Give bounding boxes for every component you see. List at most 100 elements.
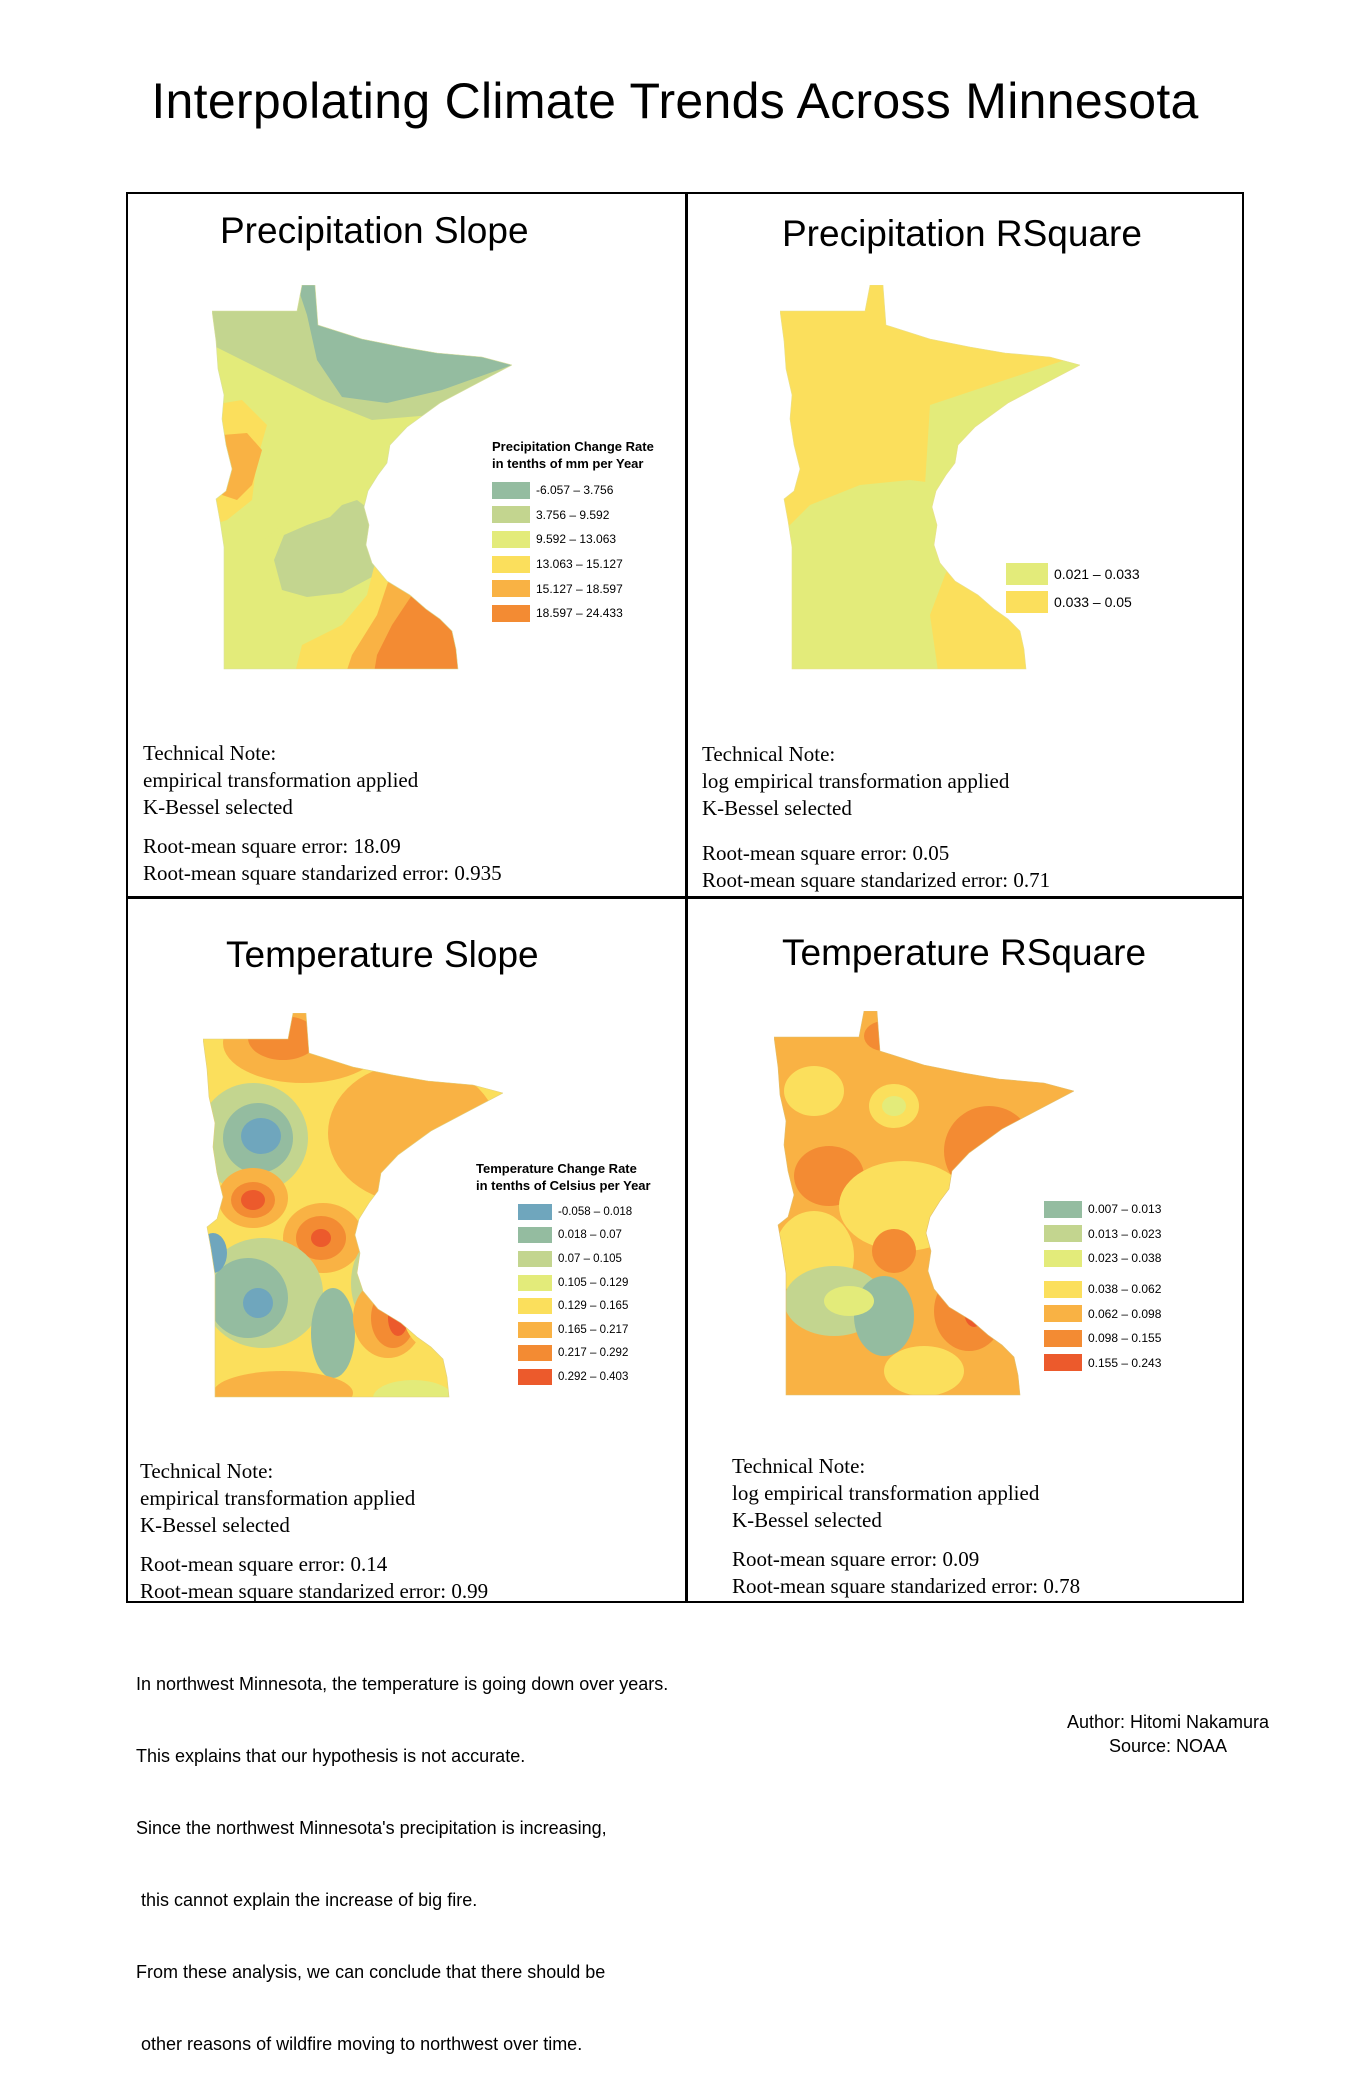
legend-item: -6.057 – 3.756 <box>492 478 654 503</box>
legend-swatch <box>1044 1354 1082 1372</box>
legend-label: 0.033 – 0.05 <box>1054 594 1132 610</box>
map-title: Interpolating Climate Trends Across Minn… <box>151 73 1199 129</box>
legend-item: 0.165 – 0.217 <box>518 1318 651 1342</box>
legend-label: 0.018 – 0.07 <box>558 1229 622 1242</box>
temp-slope-title: Temperature Slope <box>226 934 539 975</box>
legend-item: 13.063 – 15.127 <box>492 552 654 577</box>
legend-title: Precipitation Change Rate <box>492 439 654 454</box>
legend-swatch <box>518 1203 552 1220</box>
conclusion-line: other reasons of wildfire moving to nort… <box>136 2034 583 2054</box>
legend-subtitle: in tenths of mm per Year <box>492 456 644 471</box>
legend-item: 15.127 – 18.597 <box>492 576 654 601</box>
legend-item: 9.592 – 13.063 <box>492 527 654 552</box>
legend-item: 0.155 – 0.243 <box>1044 1351 1161 1376</box>
legend-label: 0.098 – 0.155 <box>1088 1331 1162 1346</box>
note-kernel: K-Bessel selected <box>732 1508 882 1532</box>
note-rmsse: Root-mean square standarized error: 0.93… <box>143 861 502 885</box>
conclusion-line: From these analysis, we can conclude tha… <box>136 1962 606 1982</box>
note-heading: Technical Note: <box>143 741 277 765</box>
conclusion-line: In northwest Minnesota, the temperature … <box>136 1674 669 1694</box>
conclusion-line: this cannot explain the increase of big … <box>136 1890 478 1910</box>
legend-item: -0.058 – 0.018 <box>518 1200 651 1224</box>
legend-item: 0.129 – 0.165 <box>518 1294 651 1318</box>
spacer <box>732 1534 1080 1546</box>
legend-label: 3.756 – 9.592 <box>536 507 610 522</box>
legend-swatch <box>518 1368 552 1385</box>
legend-label: 0.165 – 0.217 <box>558 1323 629 1336</box>
note-rmse: Root-mean square error: 18.09 <box>143 834 401 858</box>
legend-item: 0.217 – 0.292 <box>518 1342 651 1366</box>
note-kernel: K-Bessel selected <box>140 1513 290 1537</box>
legend-label: 0.007 – 0.013 <box>1088 1202 1162 1217</box>
conclusion-line: This explains that our hypothesis is not… <box>136 1746 526 1766</box>
legend-item: 0.033 – 0.05 <box>1006 588 1140 616</box>
legend-item: 0.07 – 0.105 <box>518 1247 651 1271</box>
legend-label: 0.023 – 0.038 <box>1088 1251 1162 1266</box>
spacer <box>140 1539 488 1551</box>
spacer <box>702 822 1050 840</box>
precip-rsquare-note: Technical Note: log empirical transforma… <box>702 741 1050 894</box>
legend-label: 0.013 – 0.023 <box>1088 1226 1162 1241</box>
legend-label: 18.597 – 24.433 <box>536 606 623 621</box>
legend-label: -6.057 – 3.756 <box>536 483 614 498</box>
legend-item: 0.018 – 0.07 <box>518 1224 651 1248</box>
legend-swatch <box>1044 1329 1082 1347</box>
note-rmse: Root-mean square error: 0.09 <box>732 1547 980 1571</box>
legend-swatch <box>518 1274 552 1291</box>
spacer <box>143 821 502 833</box>
legend-swatch <box>1044 1280 1082 1298</box>
precip-slope-note: Technical Note: empirical transformation… <box>143 740 502 887</box>
note-rmsse: Root-mean square standarized error: 0.78 <box>732 1574 1081 1598</box>
legend-label: 0.105 – 0.129 <box>558 1276 629 1289</box>
note-heading: Technical Note: <box>140 1459 274 1483</box>
legend-label: 0.021 – 0.033 <box>1054 566 1140 582</box>
note-heading: Technical Note: <box>732 1454 866 1478</box>
note-transform: log empirical transformation applied <box>702 769 1010 793</box>
legend-item: 0.105 – 0.129 <box>518 1271 651 1295</box>
legend-swatch <box>492 604 530 622</box>
temp-slope-legend: Temperature Change Rate in tenths of Cel… <box>476 1160 651 1389</box>
legend-items: -0.058 – 0.018 0.018 – 0.07 0.07 – 0.105 0.… <box>518 1200 651 1389</box>
note-transform: empirical transformation applied <box>143 768 419 792</box>
legend-swatch <box>518 1298 552 1315</box>
legend-label: 15.127 – 18.597 <box>536 581 623 596</box>
legend-item: 0.292 – 0.403 <box>518 1365 651 1389</box>
temp-rsquare-note: Technical Note: log empirical transforma… <box>732 1453 1080 1600</box>
legend-swatch <box>492 580 530 598</box>
legend-swatch <box>518 1227 552 1244</box>
legend-swatch <box>492 555 530 573</box>
precip-rsquare-map <box>780 285 1080 670</box>
legend-swatch <box>492 506 530 524</box>
legend-label: 13.063 – 15.127 <box>536 557 623 572</box>
legend-label: 0.129 – 0.165 <box>558 1300 629 1313</box>
legend-swatch <box>518 1250 552 1267</box>
legend-item: 0.007 – 0.013 <box>1044 1197 1161 1222</box>
note-kernel: K-Bessel selected <box>143 795 293 819</box>
legend-swatch <box>1006 591 1048 613</box>
precip-rsquare-title: Precipitation RSquare <box>782 213 1142 254</box>
legend-subtitle: in tenths of Celsius per Year <box>476 1178 651 1193</box>
note-rmse: Root-mean square error: 0.14 <box>140 1552 388 1576</box>
legend-item: 3.756 – 9.592 <box>492 503 654 528</box>
legend-item: 0.038 – 0.062 <box>1044 1277 1161 1302</box>
legend-swatch <box>492 481 530 499</box>
note-kernel: K-Bessel selected <box>702 796 852 820</box>
temp-slope-note: Technical Note: empirical transformation… <box>140 1458 488 1605</box>
legend-title: Temperature Change Rate <box>476 1161 637 1176</box>
temp-rsquare-legend: 0.007 – 0.013 0.013 – 0.023 0.023 – 0.038 0… <box>1044 1197 1161 1375</box>
credits: Author: Hitomi Nakamura Source: NOAA <box>1048 1710 1288 1758</box>
note-rmsse: Root-mean square standarized error: 0.99 <box>140 1579 489 1603</box>
source-credit: Source: NOAA <box>1108 1736 1228 1756</box>
legend-swatch <box>518 1321 552 1338</box>
author-credit: Author: Hitomi Nakamura <box>1066 1712 1270 1732</box>
note-transform: log empirical transformation applied <box>732 1481 1040 1505</box>
legend-swatch <box>1044 1225 1082 1243</box>
panel-divider-horizontal <box>126 896 1244 899</box>
precip-rsquare-legend: 0.021 – 0.033 0.033 – 0.05 <box>1006 560 1140 616</box>
legend-label: 9.592 – 13.063 <box>536 532 617 547</box>
legend-swatch <box>1044 1249 1082 1267</box>
legend-swatch <box>1044 1200 1082 1218</box>
legend-item: 0.021 – 0.033 <box>1006 560 1140 588</box>
legend-item: 0.023 – 0.038 <box>1044 1246 1161 1271</box>
temp-slope-map <box>203 1013 503 1398</box>
